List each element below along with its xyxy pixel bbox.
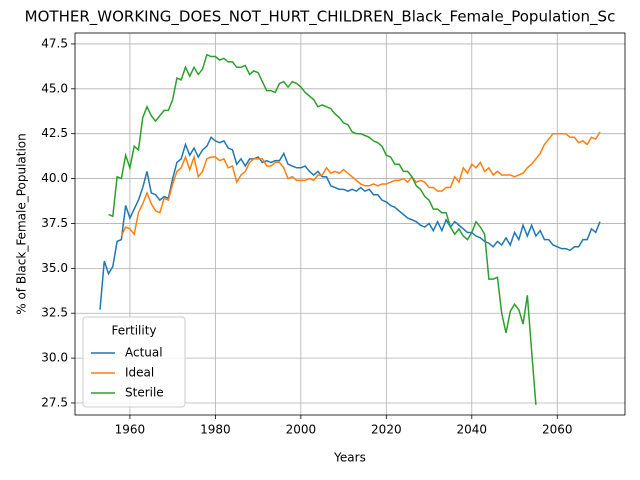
x-tick-label: 2000	[286, 423, 317, 437]
y-tick-label: 47.5	[41, 36, 68, 50]
y-tick-label: 45.0	[41, 81, 68, 95]
line-series	[99, 136, 601, 310]
y-tick-label: 37.5	[41, 216, 68, 230]
legend-label: Sterile	[125, 386, 164, 400]
line-series	[120, 131, 601, 237]
y-tick-label: 42.5	[41, 126, 68, 140]
legend: Fertility Actual Ideal Sterile	[82, 316, 186, 408]
x-tick-label: 2040	[457, 423, 488, 437]
y-tick-label: 27.5	[41, 395, 68, 409]
x-axis-label: Years	[333, 451, 366, 465]
x-tick-label: 2060	[542, 423, 573, 437]
y-tick-label: 40.0	[41, 171, 68, 185]
y-tick-label: 30.0	[41, 351, 68, 365]
legend-label: Actual	[125, 346, 163, 360]
legend-box	[82, 316, 186, 408]
y-tick-label: 32.5	[41, 306, 68, 320]
x-tick-label: 1980	[200, 423, 231, 437]
x-tick-label: 2020	[371, 423, 402, 437]
legend-label: Ideal	[125, 366, 154, 380]
x-tick-label: 1960	[115, 423, 146, 437]
line-series	[108, 53, 537, 405]
y-axis-label: % of Black_Female_Population	[15, 133, 29, 315]
legend-title: Fertility	[111, 324, 156, 338]
y-tick-label: 35.0	[41, 261, 68, 275]
plot-frame	[74, 32, 626, 416]
chart-title: MOTHER_WORKING_DOES_NOT_HURT_CHILDREN_Bl…	[25, 8, 616, 27]
